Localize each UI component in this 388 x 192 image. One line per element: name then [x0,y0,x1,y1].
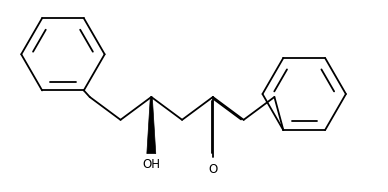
Text: O: O [208,162,218,175]
Polygon shape [147,97,156,154]
Text: OH: OH [142,158,160,170]
